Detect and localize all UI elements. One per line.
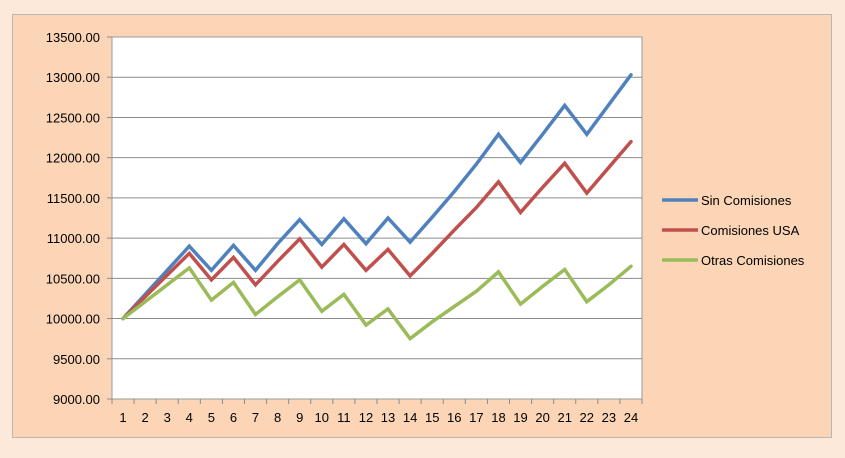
x-tick-label: 10	[315, 410, 329, 425]
legend: Sin Comisiones Comisiones USA Otras Comisi…	[662, 193, 805, 268]
x-tick-label: 7	[252, 410, 259, 425]
series-lines	[121, 73, 633, 342]
plot-area	[111, 36, 643, 400]
x-tick-label: 11	[337, 410, 351, 425]
x-tick-label: 1	[119, 410, 126, 425]
x-tick-label: 8	[274, 410, 281, 425]
x-tick-label: 3	[164, 410, 171, 425]
x-tick-label: 12	[359, 410, 373, 425]
x-tick-label: 5	[208, 410, 215, 425]
series-line-1	[121, 73, 633, 321]
y-tick-label: 10000.00	[46, 312, 100, 327]
x-tick-label: 24	[624, 410, 638, 425]
x-tick-label: 16	[447, 410, 461, 425]
series-line-3	[121, 264, 633, 342]
x-tick-label: 14	[403, 410, 417, 425]
x-tick-label: 19	[513, 410, 527, 425]
x-tick-label: 22	[580, 410, 594, 425]
y-tick-label: 13500.00	[46, 30, 100, 45]
y-tick-label: 13000.00	[46, 70, 100, 85]
legend-label: Otras Comisiones	[701, 253, 805, 268]
x-tick-label: 4	[186, 410, 193, 425]
series-line-2	[121, 139, 633, 321]
x-tick-label: 6	[230, 410, 237, 425]
y-tick-label: 11500.00	[47, 191, 100, 206]
x-tick-label: 13	[381, 410, 395, 425]
y-tick-label: 12500.00	[46, 110, 100, 125]
x-tick-label: 2	[142, 410, 149, 425]
legend-label: Comisiones USA	[701, 223, 800, 238]
x-tick-label: 23	[602, 410, 616, 425]
y-tick-label: 9500.00	[53, 352, 100, 367]
legend-label: Sin Comisiones	[701, 193, 792, 208]
x-tick-label: 20	[535, 410, 549, 425]
y-tick-label: 9000.00	[53, 392, 100, 407]
x-tick-label: 15	[425, 410, 439, 425]
x-tick-label: 17	[469, 410, 483, 425]
x-tick-label: 21	[557, 410, 571, 425]
x-tick-label: 9	[296, 410, 303, 425]
axes: 9000.009500.0010000.0010500.0011000.0011…	[46, 30, 643, 425]
x-tick-label: 18	[491, 410, 505, 425]
y-tick-label: 11000.00	[47, 231, 100, 246]
y-tick-label: 12000.00	[46, 151, 100, 166]
y-tick-label: 10500.00	[46, 271, 100, 286]
